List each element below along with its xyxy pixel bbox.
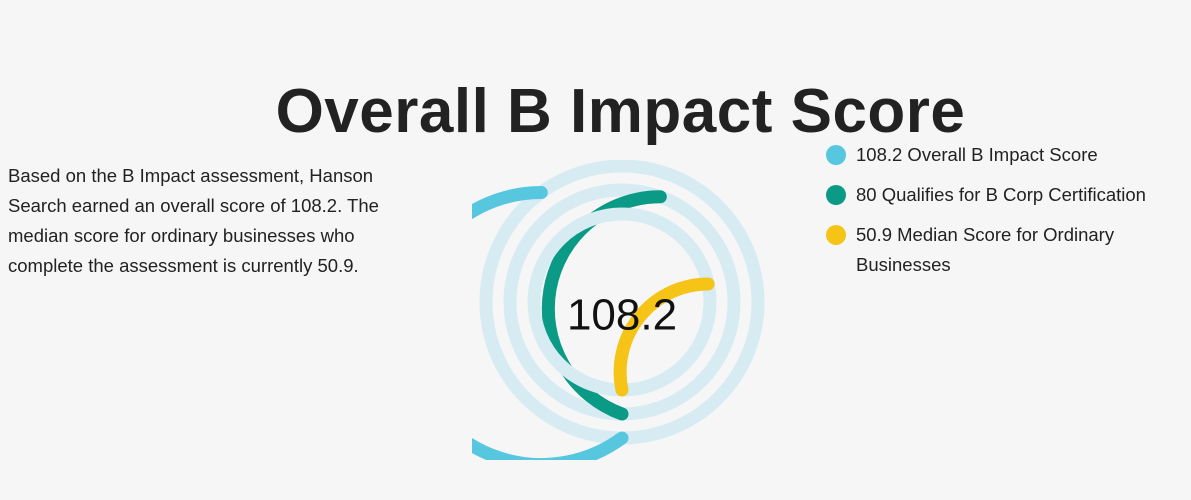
legend-label: 50.9 Median Score for Ordinary Businesse… (856, 224, 1115, 275)
center-score-label: 108.2 (567, 291, 677, 340)
radial-score-chart: 108.2 (472, 160, 765, 460)
chart-rings (472, 160, 765, 460)
median-score-arc (613, 277, 715, 397)
page-title: Overall B Impact Score (275, 76, 966, 146)
legend-item-certification-threshold: 80 Qualifies for B Corp Certification (826, 180, 1186, 210)
legend-dot-icon (826, 145, 846, 165)
legend-item-overall-score: 108.2 Overall B Impact Score (826, 140, 1186, 170)
legend-label: 80 Qualifies for B Corp Certification (856, 184, 1146, 205)
legend-dot-icon (826, 225, 846, 245)
legend-label: 108.2 Overall B Impact Score (856, 144, 1098, 165)
legend-dot-icon (826, 185, 846, 205)
certification-threshold-arc (541, 190, 667, 421)
chart-legend: 108.2 Overall B Impact Score 80 Qualifie… (826, 140, 1186, 290)
score-description: Based on the B Impact assessment, Hanson… (8, 164, 379, 276)
legend-item-median-score: 50.9 Median Score for Ordinary Businesse… (826, 220, 1186, 280)
